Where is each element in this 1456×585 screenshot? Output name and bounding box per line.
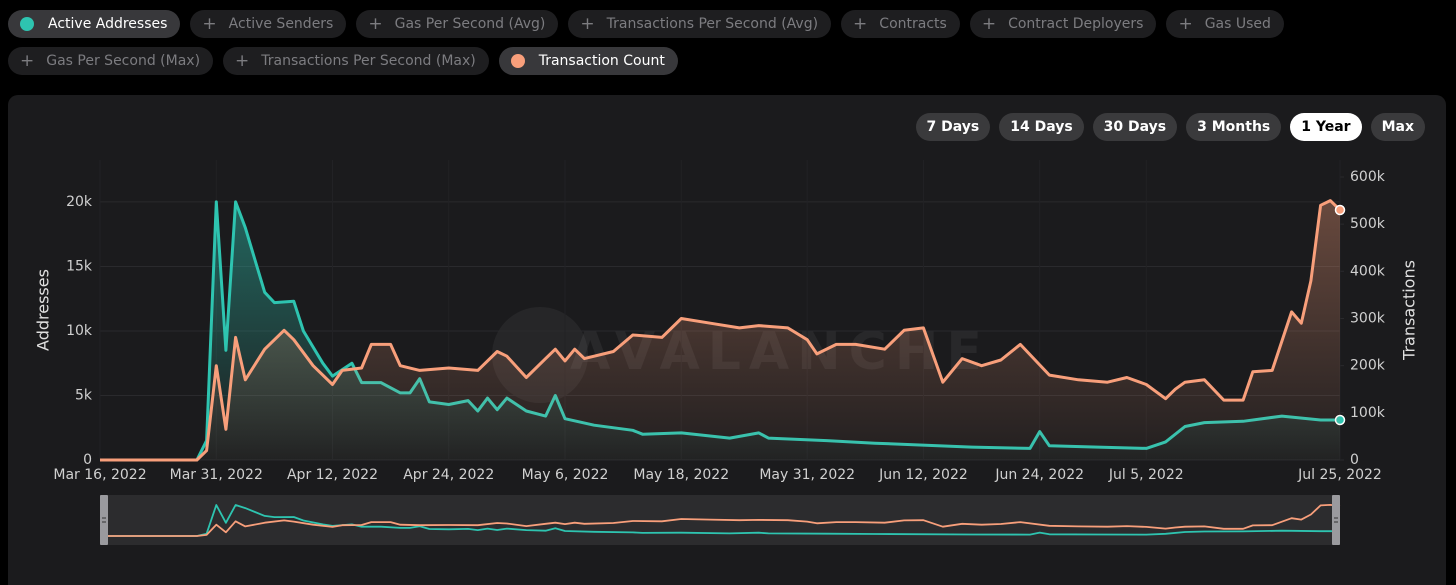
navigator-line xyxy=(100,504,1341,537)
navigator-handle xyxy=(100,495,108,545)
metric-label: Gas Per Second (Max) xyxy=(46,53,201,69)
y2-axis-label: Transactions xyxy=(1400,260,1419,361)
plus-icon: + xyxy=(1178,14,1193,34)
color-dot xyxy=(20,17,34,31)
metric-label: Transaction Count xyxy=(538,53,665,69)
plus-icon: + xyxy=(580,14,595,34)
x-tick-label: Apr 24, 2022 xyxy=(403,467,494,483)
metric-label: Active Addresses xyxy=(48,16,168,32)
range-buttons: 7 Days 14 Days 30 Days 3 Months 1 Year Max xyxy=(915,113,1425,141)
metric-label: Active Senders xyxy=(228,16,334,32)
range-button[interactable]: Max xyxy=(1370,113,1425,141)
metric-pill[interactable]: + Transactions Per Second (Avg) xyxy=(568,10,832,38)
range-button[interactable]: 14 Days xyxy=(999,113,1084,141)
y-tick-label: 0 xyxy=(83,452,92,468)
y-tick-label: 5k xyxy=(75,387,93,403)
metric-pill[interactable]: + Active Senders xyxy=(190,10,347,38)
area xyxy=(100,200,1340,460)
y-axis-label: Addresses xyxy=(34,269,53,351)
y2-tick-label: 200k xyxy=(1350,358,1386,374)
metric-label: Contract Deployers xyxy=(1008,16,1144,32)
metric-label: Transactions Per Second (Max) xyxy=(261,53,476,69)
line xyxy=(100,199,1342,462)
y2-tick-label: 300k xyxy=(1350,310,1386,326)
plus-icon: + xyxy=(981,14,997,34)
end-marker xyxy=(1334,204,1346,216)
x-tick-label: Jul 25, 2022 xyxy=(1297,467,1382,483)
metric-label: Contracts xyxy=(879,16,947,32)
metric-pill[interactable]: + Contract Deployers xyxy=(969,10,1157,38)
metric-label: Transactions Per Second (Avg) xyxy=(606,16,819,32)
plus-icon: + xyxy=(368,14,383,34)
color-dot xyxy=(510,54,525,68)
y-tick-label: 20k xyxy=(66,194,93,210)
metric-pill[interactable]: + Contracts xyxy=(841,10,960,38)
range-button[interactable]: 7 Days xyxy=(915,113,991,141)
y-tick-label: 15k xyxy=(66,258,93,274)
metric-pill[interactable]: + Gas Per Second (Avg) xyxy=(356,10,559,38)
y2-tick-label: 500k xyxy=(1350,216,1386,232)
x-tick-label: May 6, 2022 xyxy=(522,467,609,483)
plus-icon: + xyxy=(20,51,35,71)
metric-pill[interactable]: + Gas Per Second (Max) xyxy=(8,47,214,75)
metric-pills: Active Addresses + Active Senders + Gas Per … xyxy=(8,10,1448,75)
y-tick-label: 10k xyxy=(66,323,93,339)
navigator-handle xyxy=(1332,495,1340,545)
range-button[interactable]: 3 Months xyxy=(1186,113,1282,141)
metric-label: Gas Per Second (Avg) xyxy=(394,16,546,32)
x-tick-label: Jul 5, 2022 xyxy=(1108,467,1184,483)
x-tick-label: May 31, 2022 xyxy=(759,467,855,483)
plus-icon: + xyxy=(202,14,217,34)
y2-tick-label: 600k xyxy=(1350,169,1386,185)
x-tick-label: Apr 12, 2022 xyxy=(287,467,378,483)
x-tick-label: Jun 12, 2022 xyxy=(878,467,968,483)
x-tick-label: Mar 16, 2022 xyxy=(53,467,146,483)
plus-icon: + xyxy=(235,51,250,71)
range-button[interactable]: 30 Days xyxy=(1092,113,1178,141)
plus-icon: + xyxy=(853,14,868,34)
metric-pill[interactable]: + Gas Used xyxy=(1166,10,1284,38)
navigator-line xyxy=(100,504,1340,537)
metric-label: Gas Used xyxy=(1204,16,1271,32)
metric-pill[interactable]: Active Addresses xyxy=(8,10,181,38)
x-tick-label: Jun 24, 2022 xyxy=(994,467,1084,483)
x-tick-label: Mar 31, 2022 xyxy=(170,467,263,483)
metric-pill[interactable]: + Transactions Per Second (Max) xyxy=(223,47,489,75)
y2-tick-label: 100k xyxy=(1350,405,1386,421)
x-tick-label: May 18, 2022 xyxy=(633,467,729,483)
y2-tick-label: 400k xyxy=(1350,263,1386,279)
range-button[interactable]: 1 Year xyxy=(1290,113,1362,141)
y2-tick-label: 0 xyxy=(1350,452,1359,468)
metric-pill[interactable]: Transaction Count xyxy=(498,47,678,75)
